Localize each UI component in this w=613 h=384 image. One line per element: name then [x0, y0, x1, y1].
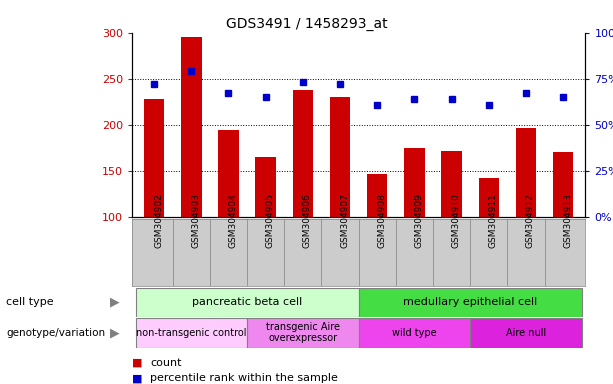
- Text: pancreatic beta cell: pancreatic beta cell: [192, 297, 302, 308]
- Text: wild type: wild type: [392, 328, 436, 338]
- Bar: [247, 318, 359, 348]
- Text: non-transgenic control: non-transgenic control: [136, 328, 246, 338]
- Text: GSM304904: GSM304904: [229, 194, 237, 248]
- Bar: [553, 152, 573, 217]
- Bar: [218, 130, 238, 217]
- Text: ■: ■: [132, 358, 142, 368]
- Text: count: count: [150, 358, 181, 368]
- Bar: [441, 151, 462, 217]
- Bar: [359, 288, 582, 317]
- Text: ▶: ▶: [110, 296, 120, 309]
- Text: Aire null: Aire null: [506, 328, 546, 338]
- Text: transgenic Aire
overexpressor: transgenic Aire overexpressor: [266, 322, 340, 343]
- Text: GSM304906: GSM304906: [303, 194, 312, 248]
- Text: cell type: cell type: [6, 297, 54, 308]
- Text: percentile rank within the sample: percentile rank within the sample: [150, 373, 338, 383]
- Bar: [135, 318, 247, 348]
- Text: medullary epithelial cell: medullary epithelial cell: [403, 297, 537, 308]
- Bar: [135, 288, 359, 317]
- Bar: [404, 148, 425, 217]
- Bar: [292, 90, 313, 217]
- Text: GDS3491 / 1458293_at: GDS3491 / 1458293_at: [226, 17, 387, 31]
- Bar: [256, 157, 276, 217]
- Text: GSM304913: GSM304913: [563, 194, 572, 248]
- Text: ■: ■: [132, 373, 142, 383]
- Text: GSM304910: GSM304910: [452, 194, 460, 248]
- Bar: [367, 174, 387, 217]
- Bar: [359, 318, 470, 348]
- Text: GSM304907: GSM304907: [340, 194, 349, 248]
- Text: genotype/variation: genotype/variation: [6, 328, 105, 338]
- Bar: [144, 99, 164, 217]
- Bar: [470, 318, 582, 348]
- Bar: [330, 97, 350, 217]
- Bar: [181, 37, 202, 217]
- Text: GSM304908: GSM304908: [377, 194, 386, 248]
- Text: GSM304912: GSM304912: [526, 194, 535, 248]
- Text: ▶: ▶: [110, 326, 120, 339]
- Text: GSM304902: GSM304902: [154, 194, 163, 248]
- Bar: [479, 178, 499, 217]
- Text: GSM304905: GSM304905: [265, 194, 275, 248]
- Text: GSM304911: GSM304911: [489, 194, 498, 248]
- Text: GSM304909: GSM304909: [414, 194, 424, 248]
- Bar: [516, 129, 536, 217]
- Text: GSM304903: GSM304903: [191, 194, 200, 248]
